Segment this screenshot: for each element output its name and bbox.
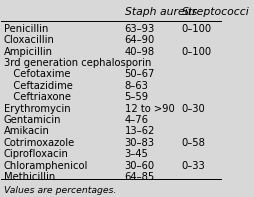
- Text: Ampicillin: Ampicillin: [4, 47, 52, 57]
- Text: 64–85: 64–85: [124, 172, 154, 182]
- Text: 30–83: 30–83: [124, 138, 154, 148]
- Text: 64–90: 64–90: [124, 35, 154, 45]
- Text: 8–63: 8–63: [124, 81, 148, 91]
- Text: 13–62: 13–62: [124, 126, 154, 136]
- Text: 4–76: 4–76: [124, 115, 148, 125]
- Text: 12 to >90: 12 to >90: [124, 104, 174, 114]
- Text: Amikacin: Amikacin: [4, 126, 49, 136]
- Text: Ceftazidime: Ceftazidime: [4, 81, 72, 91]
- Text: 0–100: 0–100: [181, 47, 211, 57]
- Text: 5–59: 5–59: [124, 92, 148, 102]
- Text: 0–58: 0–58: [181, 138, 205, 148]
- Text: Ceftriaxone: Ceftriaxone: [4, 92, 70, 102]
- Text: Methicillin: Methicillin: [4, 172, 55, 182]
- Text: 0–33: 0–33: [181, 161, 205, 171]
- Text: 0–100: 0–100: [181, 24, 211, 34]
- Text: Staph aureus: Staph aureus: [124, 7, 196, 17]
- Text: 40–98: 40–98: [124, 47, 154, 57]
- Text: 50–67: 50–67: [124, 69, 154, 79]
- Text: Cloxacillin: Cloxacillin: [4, 35, 54, 45]
- Text: Cotrimoxazole: Cotrimoxazole: [4, 138, 74, 148]
- Text: 0–30: 0–30: [181, 104, 205, 114]
- Text: Cefotaxime: Cefotaxime: [4, 69, 70, 79]
- Text: Values are percentages.: Values are percentages.: [4, 186, 116, 195]
- Text: Streptococci: Streptococci: [181, 7, 249, 17]
- Text: 63–93: 63–93: [124, 24, 154, 34]
- Text: Erythromycin: Erythromycin: [4, 104, 70, 114]
- Text: Chloramphenicol: Chloramphenicol: [4, 161, 88, 171]
- Text: Ciprofloxacin: Ciprofloxacin: [4, 149, 68, 159]
- Text: Penicillin: Penicillin: [4, 24, 48, 34]
- Text: Gentamicin: Gentamicin: [4, 115, 61, 125]
- Text: 30–60: 30–60: [124, 161, 154, 171]
- Text: 3–45: 3–45: [124, 149, 148, 159]
- Text: 3rd generation cephalosporin: 3rd generation cephalosporin: [4, 58, 150, 68]
